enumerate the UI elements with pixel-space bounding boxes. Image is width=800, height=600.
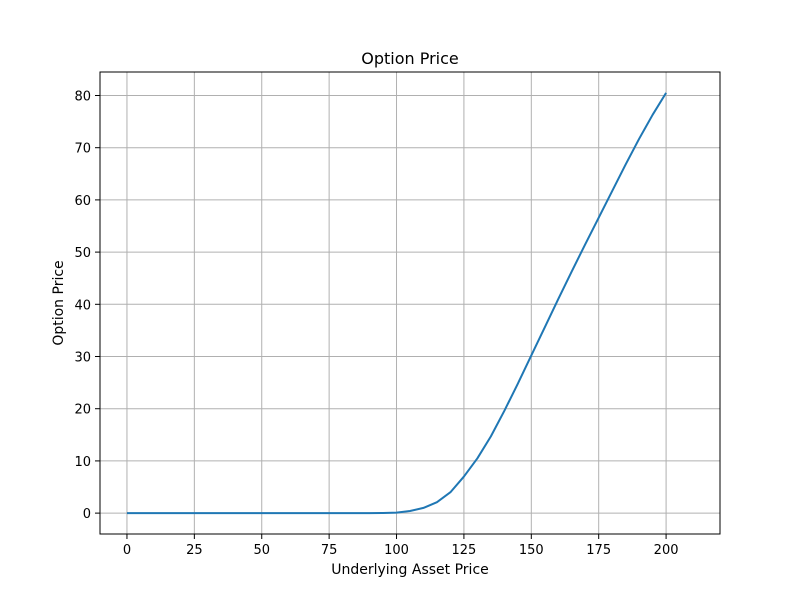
y-tick-label: 70 bbox=[74, 142, 91, 157]
plot-frame bbox=[99, 71, 721, 535]
y-tick-label: 80 bbox=[74, 89, 91, 104]
y-tick-label: 50 bbox=[74, 246, 91, 261]
x-tick-label: 125 bbox=[451, 543, 476, 558]
y-axis-label: Option Price bbox=[51, 260, 67, 345]
x-tick-label: 75 bbox=[321, 543, 338, 558]
x-axis-ticks: 0 25 50 75 100 125 150 175 200 bbox=[123, 534, 679, 558]
y-tick-label: 60 bbox=[74, 194, 91, 209]
x-tick-label: 200 bbox=[654, 543, 679, 558]
option-price-line bbox=[126, 92, 667, 515]
grid-lines bbox=[100, 72, 720, 534]
x-tick-label: 50 bbox=[253, 543, 270, 558]
x-tick-label: 100 bbox=[384, 543, 409, 558]
x-tick-label: 0 bbox=[123, 543, 131, 558]
y-tick-label: 40 bbox=[74, 298, 91, 313]
chart-title: Option Price bbox=[361, 49, 459, 68]
y-axis-ticks: 0 10 20 30 40 50 60 70 80 bbox=[74, 89, 100, 522]
series-layer bbox=[126, 92, 667, 515]
x-tick-label: 150 bbox=[519, 543, 544, 558]
y-tick-label: 10 bbox=[74, 455, 91, 470]
y-tick-label: 30 bbox=[74, 351, 91, 366]
x-tick-label: 25 bbox=[186, 543, 203, 558]
x-axis-label: Underlying Asset Price bbox=[331, 562, 489, 578]
y-tick-label: 20 bbox=[74, 403, 91, 418]
y-tick-label: 0 bbox=[83, 507, 91, 522]
x-tick-label: 175 bbox=[586, 543, 611, 558]
